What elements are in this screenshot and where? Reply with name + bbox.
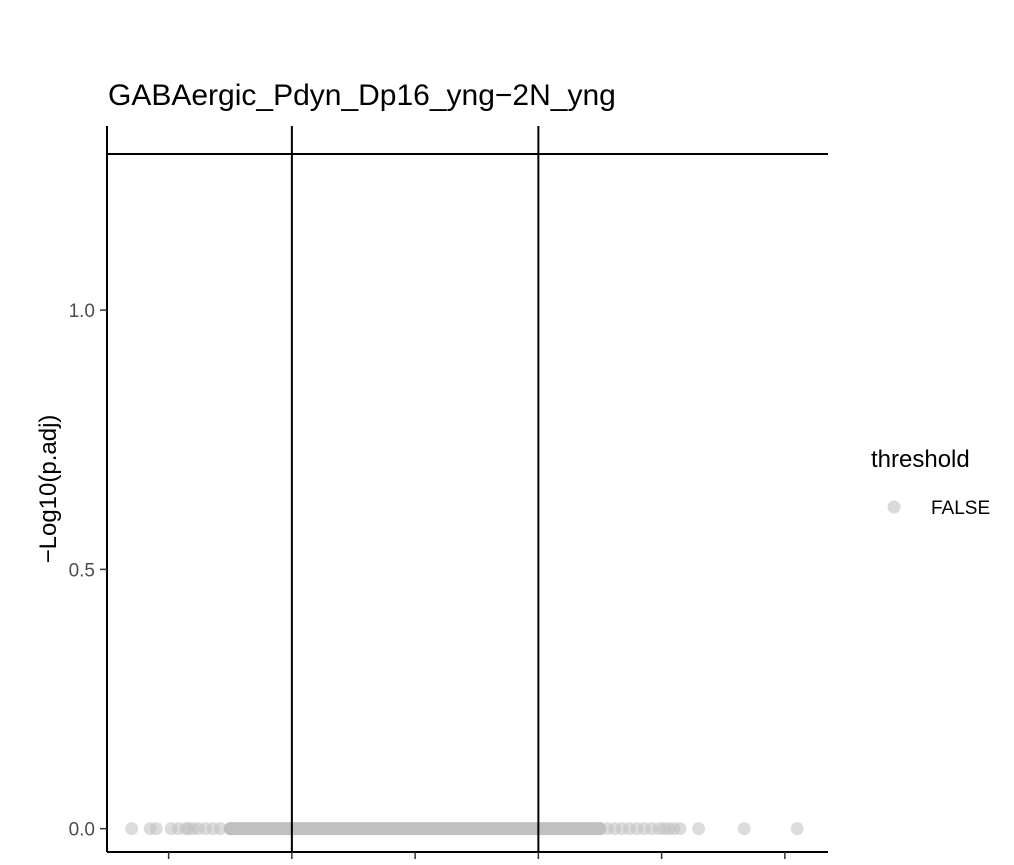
data-point [213,822,227,836]
data-point [692,822,706,836]
legend: threshold FALSE [871,446,990,519]
y-tick-label: 1.0 [69,301,95,322]
data-point [223,822,237,836]
y-axis-ticks: 0.0 0.5 1.0 [69,301,107,841]
data-point [737,822,751,836]
y-tick-label: 0.5 [69,560,95,581]
chart-title: GABAergic_Pdyn_Dp16_yng−2N_yng [108,79,616,112]
data-point [673,822,687,836]
x-axis-ticks: −2−10123 [167,852,786,859]
legend-title: threshold [871,446,970,473]
y-tick-label: 0.0 [69,820,95,841]
legend-key-false [887,500,901,514]
data-point [125,822,139,836]
legend-label-false: FALSE [931,498,990,519]
data-point [790,822,804,836]
data-point [149,822,163,836]
points-layer [125,822,804,836]
reference-lines [107,126,828,852]
y-axis-title: −Log10(p.adj) [35,415,62,564]
